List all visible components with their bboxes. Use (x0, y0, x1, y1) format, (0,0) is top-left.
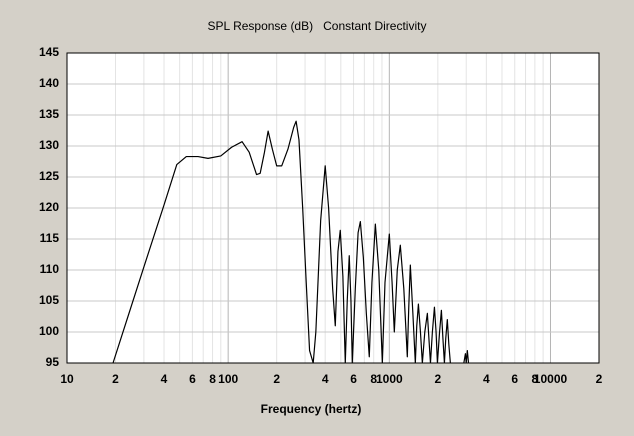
y-tick-label: 115 (40, 231, 60, 245)
x-tick-label: 6 (511, 372, 518, 386)
y-tick-label: 125 (39, 169, 59, 183)
x-tick-label: 8 (209, 372, 216, 386)
response-line (112, 120, 470, 363)
x-tick-label: 8 (370, 372, 377, 386)
y-tick-label: 140 (39, 76, 59, 90)
x-tick-label: 10 (60, 372, 74, 386)
x-tick-label: 4 (161, 372, 168, 386)
y-tick-label: 130 (39, 138, 59, 152)
y-tick-label: 105 (39, 293, 59, 307)
x-tick-label: 10000 (534, 372, 568, 386)
x-tick-label: 2 (596, 372, 603, 386)
y-tick-label: 110 (40, 262, 60, 276)
x-tick-label: 100 (218, 372, 238, 386)
y-tick-label: 135 (39, 107, 59, 121)
y-tick-label: 145 (39, 45, 59, 59)
x-axis-label: Frequency (hertz) (261, 402, 362, 416)
x-tick-label: 1000 (376, 372, 403, 386)
x-tick-label: 2 (273, 372, 280, 386)
x-tick-label: 4 (322, 372, 329, 386)
x-tick-label: 2 (112, 372, 119, 386)
x-tick-label: 6 (350, 372, 357, 386)
y-tick-label: 120 (39, 200, 59, 214)
y-tick-label: 100 (39, 324, 59, 338)
grid (66, 52, 600, 364)
x-tick-label: 8 (532, 372, 539, 386)
plot-border (66, 52, 600, 364)
x-tick-label: 2 (434, 372, 441, 386)
x-tick-label: 6 (189, 372, 196, 386)
x-tick-label: 4 (483, 372, 490, 386)
y-tick-label: 95 (46, 355, 60, 369)
chart-title: SPL Response (dB) Constant Directivity (208, 19, 427, 33)
